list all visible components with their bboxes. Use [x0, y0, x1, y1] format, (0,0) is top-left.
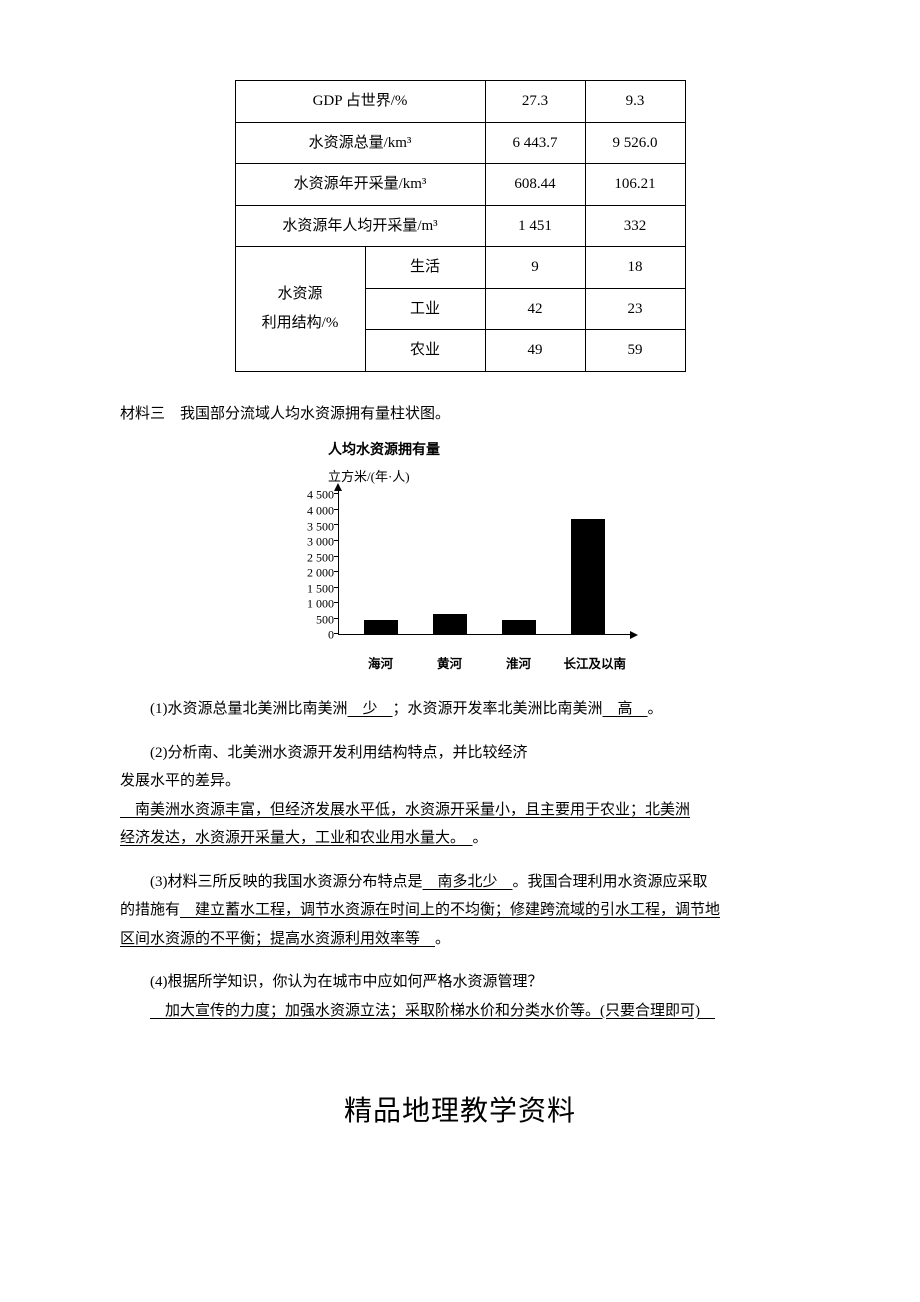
bar [571, 519, 605, 634]
cell-sa: 332 [585, 205, 685, 247]
table-row: 水资源年开采量/km³ 608.44 106.21 [235, 164, 685, 206]
cell-sa: 9.3 [585, 81, 685, 123]
question-2-answer-cont: 经济发达，水资源开采量大，工业和农业用水量大。 。 [120, 824, 800, 853]
chart-unit: 立方米/(年·人) [328, 465, 630, 490]
cell-sa: 9 526.0 [585, 122, 685, 164]
row-label: 水资源总量/km³ [235, 122, 485, 164]
cell-na: 27.3 [485, 81, 585, 123]
q1-blank1: 少 [348, 701, 393, 717]
q3-text: 。我国合理利用水资源应采取 [513, 874, 708, 890]
y-tick-mark [334, 602, 339, 603]
question-4: (4)根据所学知识，你认为在城市中应如何严格水资源管理？ [120, 968, 800, 997]
sub-label: 农业 [365, 330, 485, 372]
q3-tail: 。 [435, 931, 450, 947]
cell-sa: 106.21 [585, 164, 685, 206]
x-axis-arrow-icon [630, 631, 638, 639]
question-3-line2: 的措施有 建立蓄水工程，调节水资源在时间上的不均衡；修建跨流域的引水工程，调节地 [120, 896, 800, 925]
bars-row [339, 491, 630, 634]
q1-text: ；水资源开发率北美洲比南美洲 [393, 701, 603, 717]
x-label: 长江及以南 [564, 653, 612, 677]
footer-title: 精品地理教学资料 [120, 1085, 800, 1138]
table-row: 水资源 利用结构/% 生活 9 18 [235, 247, 685, 289]
bar [364, 620, 398, 634]
bar [433, 614, 467, 634]
question-3: (3)材料三所反映的我国水资源分布特点是 南多北少 。我国合理利用水资源应采取 [120, 868, 800, 897]
sub-label: 工业 [365, 288, 485, 330]
bar [502, 620, 536, 634]
cell-na: 42 [485, 288, 585, 330]
cell-sa: 23 [585, 288, 685, 330]
material3-caption: 材料三 我国部分流域人均水资源拥有量柱状图。 [120, 400, 800, 429]
group-label-line1: 水资源 [277, 286, 322, 302]
q3-text: (3)材料三所反映的我国水资源分布特点是 [150, 874, 423, 890]
row-label: GDP 占世界/% [235, 81, 485, 123]
question-3-answer-cont: 区间水资源的不平衡；提高水资源利用效率等 。 [120, 925, 800, 954]
chart-title: 人均水资源拥有量 [328, 438, 630, 465]
group-label: 水资源 利用结构/% [235, 247, 365, 372]
cell-sa: 18 [585, 247, 685, 289]
y-tick-mark [334, 493, 339, 494]
y-tick-mark [334, 540, 339, 541]
chart-body: 05001 0001 5002 0002 5003 0003 5004 0004… [290, 491, 630, 651]
y-axis: 05001 0001 5002 0002 5003 0003 5004 0004… [290, 495, 338, 635]
y-tick-mark [334, 587, 339, 588]
group-label-line2: 利用结构/% [262, 315, 339, 331]
question-2-answer: 南美洲水资源丰富，但经济发展水平低，水资源开采量小，且主要用于农业；北美洲 [120, 796, 800, 825]
cell-na: 6 443.7 [485, 122, 585, 164]
row-label: 水资源年人均开采量/m³ [235, 205, 485, 247]
y-tick-label: 4 500 [307, 484, 334, 507]
sub-label: 生活 [365, 247, 485, 289]
bar-chart: 人均水资源拥有量 立方米/(年·人) 05001 0001 5002 0002 … [290, 438, 630, 677]
x-label: 海河 [357, 653, 405, 677]
bar-column [495, 620, 543, 634]
y-axis-arrow-icon [334, 483, 342, 491]
table-row: 水资源总量/km³ 6 443.7 9 526.0 [235, 122, 685, 164]
y-tick-mark [334, 571, 339, 572]
cell-na: 608.44 [485, 164, 585, 206]
y-tick-mark [334, 633, 339, 634]
q3-line2-prefix: 的措施有 [120, 902, 180, 918]
q2-tail: 。 [473, 830, 488, 846]
row-label: 水资源年开采量/km³ [235, 164, 485, 206]
q3-blank1: 南多北少 [423, 874, 513, 890]
x-labels: 海河黄河淮河长江及以南 [338, 651, 630, 677]
y-tick-mark [334, 509, 339, 510]
q3-answer-a: 建立蓄水工程，调节水资源在时间上的不均衡；修建跨流域的引水工程，调节地 [180, 902, 720, 918]
x-label: 淮河 [495, 653, 543, 677]
q1-text: 。 [648, 701, 663, 717]
question-4-answer: 加大宣传的力度；加强水资源立法；采取阶梯水价和分类水价等。(只要合理即可) [120, 997, 800, 1026]
q2-answer-a: 南美洲水资源丰富，但经济发展水平低，水资源开采量小，且主要用于农业；北美洲 [120, 802, 690, 818]
y-tick-mark [334, 556, 339, 557]
question-2-line2: 发展水平的差异。 [120, 767, 800, 796]
bar-column [426, 614, 474, 634]
q4-answer: 加大宣传的力度；加强水资源立法；采取阶梯水价和分类水价等。(只要合理即可) [150, 1003, 715, 1019]
q2-answer-b: 经济发达，水资源开采量大，工业和农业用水量大。 [120, 830, 473, 846]
cell-na: 49 [485, 330, 585, 372]
q1-text: (1)水资源总量北美洲比南美洲 [150, 701, 348, 717]
cell-na: 9 [485, 247, 585, 289]
plot-area [338, 491, 630, 635]
y-tick-mark [334, 524, 339, 525]
document-page: GDP 占世界/% 27.3 9.3 水资源总量/km³ 6 443.7 9 5… [0, 0, 920, 1198]
bar-column [564, 519, 612, 634]
bar-column [357, 620, 405, 634]
q1-blank2: 高 [603, 701, 648, 717]
cell-sa: 59 [585, 330, 685, 372]
q3-answer-b: 区间水资源的不平衡；提高水资源利用效率等 [120, 931, 435, 947]
table-row: GDP 占世界/% 27.3 9.3 [235, 81, 685, 123]
table-row: 水资源年人均开采量/m³ 1 451 332 [235, 205, 685, 247]
cell-na: 1 451 [485, 205, 585, 247]
water-table: GDP 占世界/% 27.3 9.3 水资源总量/km³ 6 443.7 9 5… [235, 80, 686, 372]
y-tick-mark [334, 618, 339, 619]
question-2-line1: (2)分析南、北美洲水资源开发利用结构特点，并比较经济 [120, 739, 800, 768]
x-label: 黄河 [426, 653, 474, 677]
question-1: (1)水资源总量北美洲比南美洲 少 ；水资源开发率北美洲比南美洲 高 。 [120, 695, 800, 724]
